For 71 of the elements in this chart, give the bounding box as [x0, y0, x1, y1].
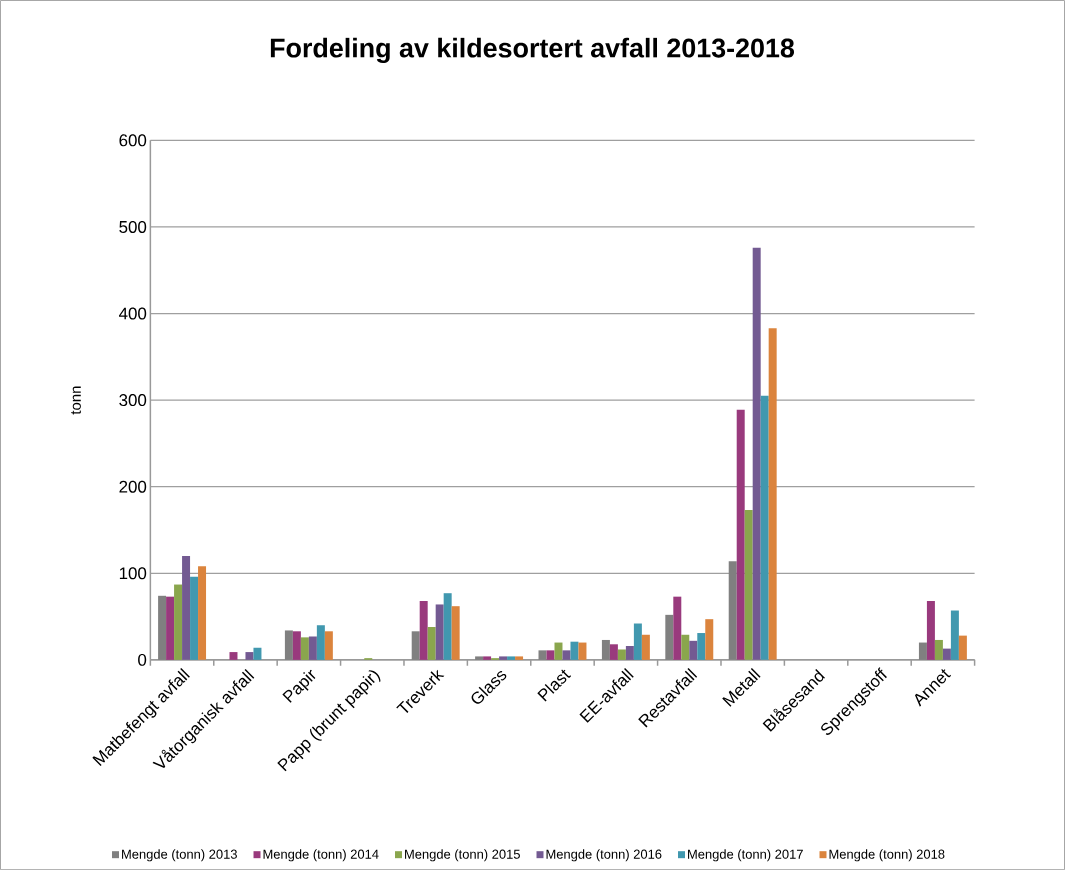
bar [182, 555, 191, 660]
bar [633, 623, 642, 660]
bar [625, 645, 634, 660]
bar [483, 656, 492, 660]
bar [768, 328, 777, 660]
bar [427, 626, 436, 660]
bar [475, 656, 484, 660]
bar [166, 596, 175, 660]
bar [950, 610, 959, 660]
chart-title: Fordeling av kildesortert avfall 2013-2018 [270, 37, 795, 63]
bar [538, 650, 547, 660]
bar [300, 637, 309, 660]
bar [507, 656, 516, 660]
bar [609, 644, 618, 660]
bar [673, 596, 682, 660]
bar [728, 561, 737, 660]
y-tick-label: 600 [119, 134, 147, 147]
legend-label: Mengde (tonn) 2016 [546, 849, 662, 862]
y-axis-title: tonn [71, 386, 81, 415]
y-tick-label: 200 [119, 480, 147, 493]
bar [570, 641, 579, 660]
bar [562, 650, 571, 660]
bar [451, 606, 460, 660]
bar [665, 614, 674, 660]
bar [601, 639, 610, 660]
bar [681, 634, 690, 660]
bar [229, 652, 238, 660]
bar [705, 619, 714, 660]
bar [554, 642, 563, 660]
bar [419, 600, 428, 660]
bar [918, 642, 927, 660]
bar [284, 630, 293, 660]
bar [499, 656, 508, 660]
bar [617, 649, 626, 660]
bar [752, 247, 761, 660]
legend-label: Mengde (tonn) 2015 [405, 849, 520, 862]
bar [190, 576, 199, 660]
bar [324, 631, 333, 660]
bar [245, 652, 254, 660]
y-tick-label: 100 [119, 567, 147, 580]
bar [546, 650, 555, 660]
legend-label: Mengde (tonn) 2013 [122, 849, 237, 862]
bar [158, 595, 167, 660]
bar [515, 656, 524, 660]
y-tick-label: 400 [119, 307, 147, 320]
bar [292, 631, 301, 660]
y-tick-label: 0 [138, 653, 147, 666]
bar [411, 631, 420, 660]
bar [253, 647, 262, 660]
bar [926, 600, 935, 660]
bar [942, 648, 951, 660]
bar [736, 409, 745, 660]
bar [934, 639, 943, 660]
bar [958, 635, 967, 660]
bar [744, 510, 753, 660]
bar [316, 625, 325, 660]
bar [578, 642, 587, 660]
bar [641, 634, 650, 660]
bar [198, 566, 207, 660]
bar [760, 395, 769, 660]
y-tick-label: 300 [119, 394, 147, 407]
bar [174, 584, 183, 660]
bar [697, 632, 706, 660]
bar [435, 604, 444, 660]
bar [443, 593, 452, 660]
legend-label: Mengde (tonn) 2017 [688, 849, 803, 862]
bar [689, 640, 698, 660]
y-tick-label: 500 [119, 220, 147, 233]
legend-label: Mengde (tonn) 2014 [263, 849, 379, 862]
legend-label: Mengde (tonn) 2018 [829, 849, 945, 862]
bar [308, 636, 317, 660]
